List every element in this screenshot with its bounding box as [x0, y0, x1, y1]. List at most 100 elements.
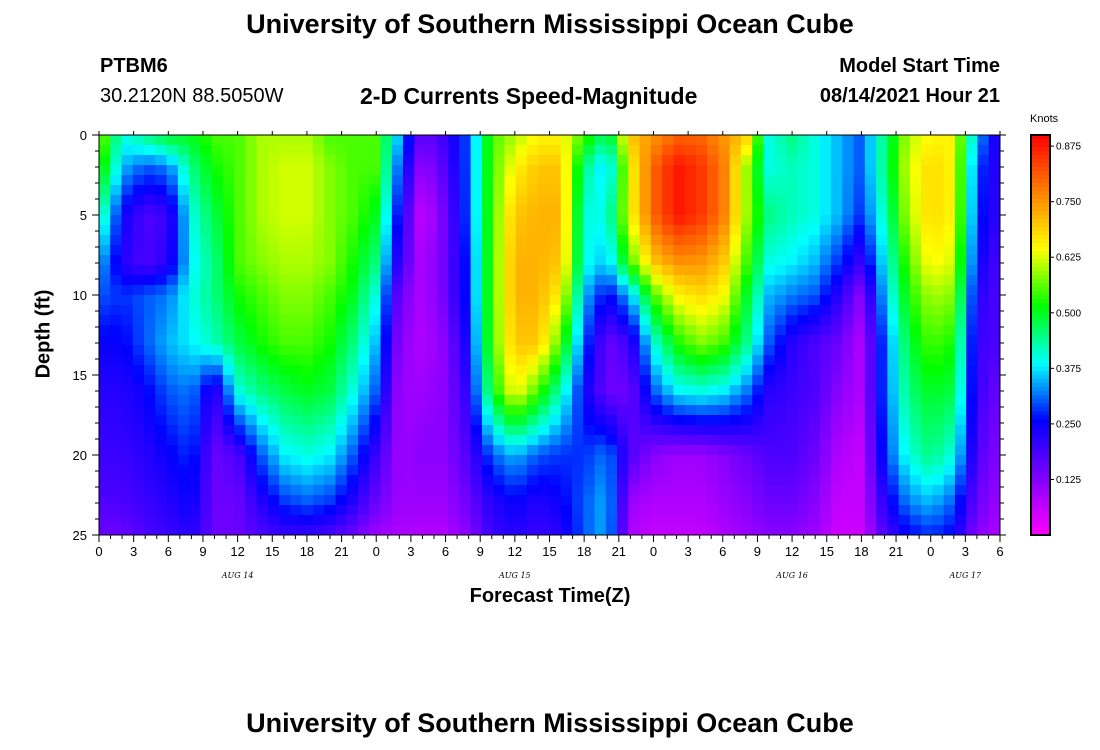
- colorbar-swatch: [1031, 243, 1050, 248]
- heatmap-cell: [448, 435, 460, 446]
- heatmap-cell: [786, 165, 798, 176]
- colorbar-swatch: [1031, 359, 1050, 364]
- heatmap-cell: [403, 505, 415, 516]
- heatmap-cell: [572, 195, 584, 206]
- heatmap-cell: [515, 245, 528, 256]
- heatmap-cell: [786, 185, 798, 196]
- x-tick-label: 12: [230, 544, 244, 559]
- heatmap-cell: [110, 145, 123, 156]
- heatmap-cell: [425, 385, 438, 396]
- heatmap-cell: [515, 175, 528, 186]
- heatmap-cell: [842, 355, 855, 366]
- colorbar-swatch: [1031, 523, 1050, 528]
- heatmap-cell: [481, 265, 494, 276]
- colorbar-swatch: [1031, 191, 1050, 196]
- heatmap-cell: [279, 235, 292, 246]
- colorbar-tick-label: 0.375: [1056, 364, 1081, 375]
- heatmap-cell: [662, 335, 674, 346]
- heatmap-cell: [222, 335, 235, 346]
- heatmap-cell: [797, 315, 810, 326]
- heatmap-cell: [403, 325, 415, 336]
- heatmap-cell: [526, 495, 539, 506]
- heatmap-cell: [966, 375, 979, 386]
- heatmap-cell: [628, 375, 641, 386]
- heatmap-cell: [177, 205, 190, 216]
- heatmap-cell: [189, 295, 201, 306]
- heatmap-cell: [121, 155, 134, 166]
- heatmap-cell: [729, 445, 742, 456]
- heatmap-cell: [988, 165, 1000, 176]
- heatmap-cell: [346, 465, 359, 476]
- heatmap-cell: [121, 305, 134, 316]
- heatmap-cell: [774, 265, 787, 276]
- x-day-label: AUG 15: [498, 571, 531, 580]
- heatmap-cell: [988, 345, 1000, 356]
- heatmap-cell: [853, 525, 866, 535]
- heatmap-cell: [628, 235, 641, 246]
- heatmap-cell: [504, 135, 517, 146]
- heatmap-cell: [560, 475, 573, 486]
- heatmap-cell: [650, 145, 663, 156]
- heatmap-cell: [864, 365, 877, 376]
- heatmap-cell: [898, 515, 911, 526]
- heatmap-cell: [155, 225, 168, 236]
- heatmap-cell: [808, 475, 821, 486]
- heatmap-cell: [177, 245, 190, 256]
- heatmap-cell: [977, 305, 990, 316]
- heatmap-cell: [887, 465, 900, 476]
- heatmap-cell: [177, 465, 190, 476]
- heatmap-cell: [155, 445, 168, 456]
- heatmap-cell: [583, 505, 596, 516]
- heatmap-cell: [797, 485, 810, 496]
- heatmap-cell: [358, 455, 370, 466]
- heatmap-cell: [459, 245, 472, 256]
- heatmap-cell: [729, 465, 742, 476]
- heatmap-cell: [391, 375, 404, 386]
- heatmap-cell: [211, 495, 224, 506]
- heatmap-cell: [605, 245, 618, 256]
- heatmap-cell: [189, 175, 201, 186]
- heatmap-cell: [943, 265, 956, 276]
- heatmap-cell: [414, 405, 427, 416]
- heatmap-cell: [234, 405, 247, 416]
- heatmap-cell: [763, 445, 776, 456]
- heatmap-cell: [560, 195, 573, 206]
- heatmap-cell: [324, 515, 337, 526]
- heatmap-cell: [448, 275, 460, 286]
- heatmap-cell: [707, 155, 720, 166]
- heatmap-cell: [966, 145, 979, 156]
- heatmap-cell: [583, 425, 596, 436]
- heatmap-cell: [189, 245, 201, 256]
- heatmap-cell: [436, 345, 449, 356]
- heatmap-cell: [200, 485, 213, 496]
- heatmap-cell: [707, 205, 720, 216]
- heatmap-cell: [774, 155, 787, 166]
- heatmap-cell: [966, 155, 979, 166]
- heatmap-cell: [583, 475, 596, 486]
- heatmap-cell: [481, 165, 494, 176]
- heatmap-cell: [99, 345, 111, 356]
- heatmap-cell: [144, 155, 156, 166]
- heatmap-cell: [988, 235, 1000, 246]
- colorbar-swatch: [1031, 367, 1050, 372]
- heatmap-cell: [425, 395, 438, 406]
- heatmap-cell: [718, 285, 731, 296]
- heatmap-cell: [380, 495, 393, 506]
- heatmap-cell: [695, 505, 708, 516]
- heatmap-cell: [617, 225, 629, 236]
- heatmap-cell: [391, 175, 404, 186]
- heatmap-cell: [673, 265, 686, 276]
- colorbar-swatch: [1031, 507, 1050, 512]
- heatmap-cell: [594, 515, 607, 526]
- heatmap-cell: [515, 335, 528, 346]
- heatmap-cell: [898, 275, 911, 286]
- heatmap-cell: [526, 325, 539, 336]
- heatmap-cell: [155, 325, 168, 336]
- heatmap-cell: [954, 175, 967, 186]
- heatmap-cell: [594, 205, 607, 216]
- heatmap-cell: [369, 455, 382, 466]
- heatmap-cell: [729, 475, 742, 486]
- heatmap-cell: [459, 365, 472, 376]
- heatmap-cell: [549, 205, 562, 216]
- heatmap-cell: [921, 415, 934, 426]
